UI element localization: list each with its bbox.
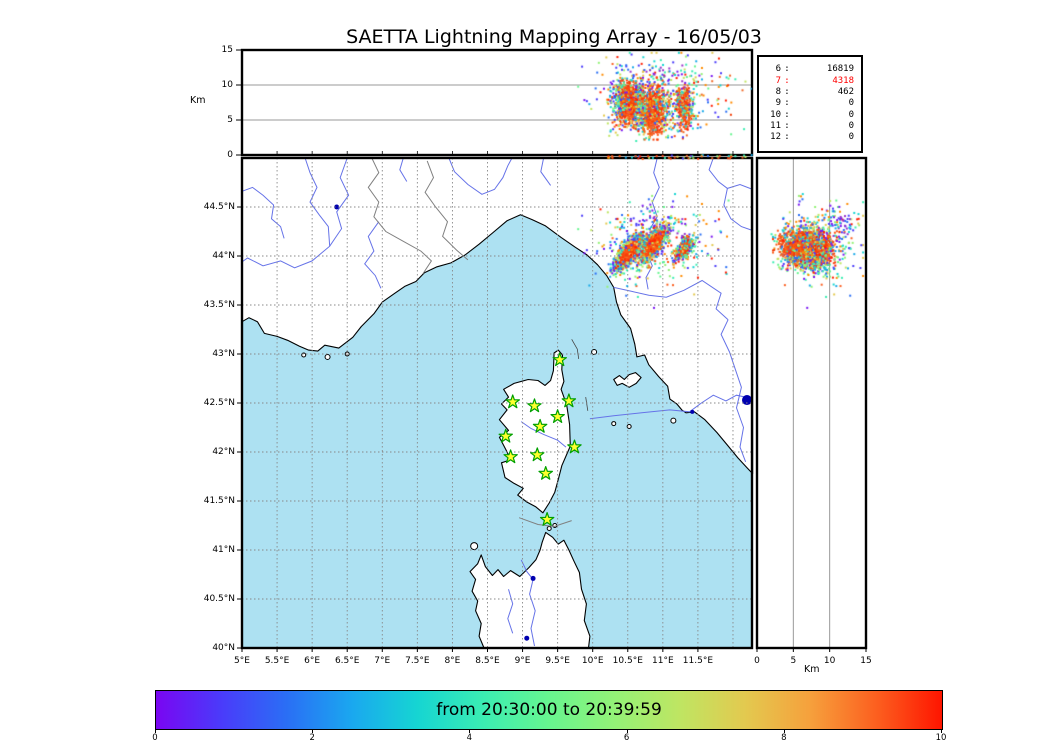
station-count-separator: : — [784, 87, 790, 98]
colorbar-tick-label: 8 — [781, 733, 787, 743]
top-panel-ylabel: Km — [190, 95, 206, 106]
station-count-key: 7 — [775, 75, 781, 86]
colorbar-tick-label: 10 — [935, 733, 947, 743]
station-count-key: 10 — [770, 109, 781, 120]
station-count-separator: : — [784, 120, 790, 131]
lon-tick-label: 8.5°E — [475, 656, 500, 666]
lon-tick-label: 9.5°E — [545, 656, 570, 666]
lat-tick-label: 44°N — [212, 251, 235, 261]
lat-tick-label: 44.5°N — [203, 202, 235, 212]
station-count-row: 8: 462 — [766, 87, 854, 98]
colorbar-tick-label: 0 — [152, 733, 158, 743]
station-count-value: 4318 — [832, 75, 854, 86]
lon-tick-label: 10°E — [581, 656, 604, 666]
lon-tick-label: 11°E — [652, 656, 674, 666]
station-count-key: 12 — [770, 132, 781, 143]
colorbar-tick-mark — [783, 729, 785, 733]
lon-tick-label: 10.5°E — [612, 656, 643, 666]
station-count-row: 9: 0 — [766, 98, 854, 109]
station-count-separator: : — [784, 132, 790, 143]
station-count-key: 11 — [770, 120, 781, 131]
lon-tick-label: 5.5°E — [264, 656, 290, 666]
top-panel-y-tick-label: 15 — [221, 45, 233, 55]
station-count-key: 9 — [775, 98, 781, 109]
station-count-value: 0 — [848, 109, 854, 120]
colorbar-tick-mark — [626, 729, 628, 733]
lat-tick-label: 40°N — [212, 643, 235, 653]
station-count-row: 10: 0 — [766, 110, 854, 121]
lat-tick-label: 42°N — [212, 447, 235, 457]
colorbar-tick-mark — [941, 729, 942, 733]
lon-tick-label: 5°E — [234, 656, 250, 666]
lat-tick-label: 41°N — [212, 545, 235, 555]
right-panel-x-tick-label: 15 — [860, 656, 872, 666]
lon-tick-label: 7°E — [374, 656, 391, 666]
station-count-separator: : — [784, 64, 790, 75]
station-count-value: 0 — [848, 120, 854, 131]
lat-tick-label: 43.5°N — [203, 300, 235, 310]
station-count-row: 11: 0 — [766, 121, 854, 132]
station-count-row: 6: 16819 — [766, 64, 854, 75]
figure-title: SAETTA Lightning Mapping Array - 16/05/0… — [346, 26, 762, 48]
lon-tick-label: 6.5°E — [334, 656, 360, 666]
station-count-key: 8 — [775, 87, 781, 98]
lat-tick-label: 40.5°N — [203, 594, 235, 604]
colorbar-tick-label: 2 — [309, 733, 315, 743]
colorbar-tick-label: 6 — [623, 733, 630, 743]
lon-tick-label: 8°E — [444, 656, 461, 666]
right-panel-x-tick-label: 5 — [790, 656, 797, 666]
colorbar-tick-label: 4 — [466, 733, 473, 743]
top-panel-y-tick-label: 0 — [227, 150, 233, 160]
station-count-row: 12: 0 — [766, 132, 854, 143]
station-count-value: 16819 — [826, 64, 854, 75]
station-count-separator: : — [784, 75, 790, 86]
lat-tick-label: 43°N — [212, 349, 235, 359]
station-count-separator: : — [784, 98, 790, 109]
lon-tick-label: 9°E — [514, 656, 531, 666]
station-count-row: 7: 4318 — [766, 76, 854, 87]
right-panel-x-tick-label: 10 — [823, 656, 836, 666]
right-panel-xlabel: Km — [804, 664, 820, 675]
colorbar: from 20:30:00 to 20:39:59 — [155, 690, 943, 730]
station-count-key: 6 — [775, 64, 781, 75]
lon-tick-label: 6°E — [304, 656, 321, 666]
station-count-separator: : — [784, 109, 790, 120]
lon-tick-label: 7.5°E — [405, 656, 430, 666]
colorbar-tick-mark — [155, 729, 156, 733]
top-panel-y-tick-label: 5 — [227, 115, 233, 125]
lat-tick-label: 42.5°N — [203, 398, 235, 408]
colorbar-tick-mark — [312, 729, 314, 733]
station-count-value: 0 — [848, 132, 854, 143]
right-panel-x-tick-label: 0 — [754, 656, 760, 666]
station-count-box: 6: 16819 7: 4318 8: 462 9: 0 10: 0 11: 0 12: 0 — [757, 55, 863, 153]
station-count-value: 0 — [848, 98, 854, 109]
colorbar-tick-mark — [469, 729, 471, 733]
lat-tick-label: 41.5°N — [203, 496, 235, 506]
colorbar-label: from 20:30:00 to 20:39:59 — [436, 700, 662, 720]
lon-tick-label: 11.5°E — [682, 656, 714, 666]
station-count-value: 462 — [837, 87, 854, 98]
top-panel-y-tick-label: 10 — [221, 80, 233, 90]
